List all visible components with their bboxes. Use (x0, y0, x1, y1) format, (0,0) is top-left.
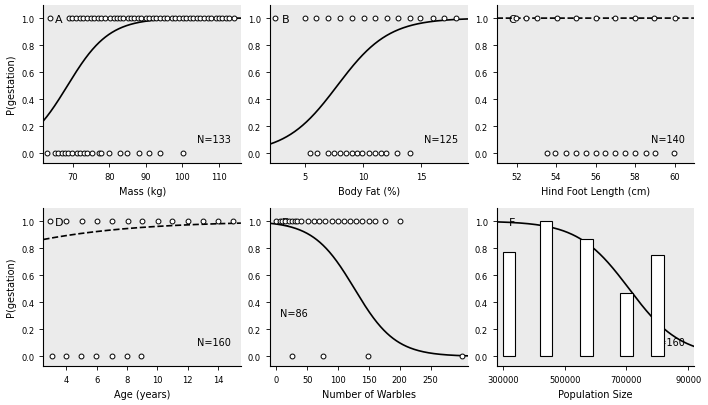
X-axis label: Mass (kg): Mass (kg) (118, 187, 166, 197)
Y-axis label: P(gestation): P(gestation) (6, 257, 16, 317)
X-axis label: Body Fat (%): Body Fat (%) (338, 187, 400, 197)
Bar (651, 255, 663, 356)
Bar (580, 239, 593, 356)
Bar (540, 222, 552, 356)
X-axis label: Age (years): Age (years) (114, 390, 171, 399)
Text: F: F (509, 217, 515, 228)
X-axis label: Number of Warbles: Number of Warbles (322, 390, 416, 399)
Text: N=86: N=86 (280, 309, 308, 319)
Bar (620, 293, 633, 356)
Y-axis label: P(gestation): P(gestation) (6, 55, 16, 114)
Text: N=160: N=160 (197, 337, 231, 347)
Text: N=160: N=160 (651, 337, 685, 347)
Bar (503, 253, 515, 356)
Text: A: A (55, 15, 63, 25)
Text: C: C (509, 15, 516, 25)
Text: E: E (282, 217, 289, 228)
X-axis label: Hind Foot Length (cm): Hind Foot Length (cm) (541, 187, 650, 197)
Text: N=133: N=133 (197, 134, 231, 145)
Text: D: D (55, 217, 64, 228)
Text: B: B (282, 15, 290, 25)
Text: N=140: N=140 (651, 134, 685, 145)
X-axis label: Population Size: Population Size (559, 390, 633, 399)
Text: N=125: N=125 (423, 134, 458, 145)
